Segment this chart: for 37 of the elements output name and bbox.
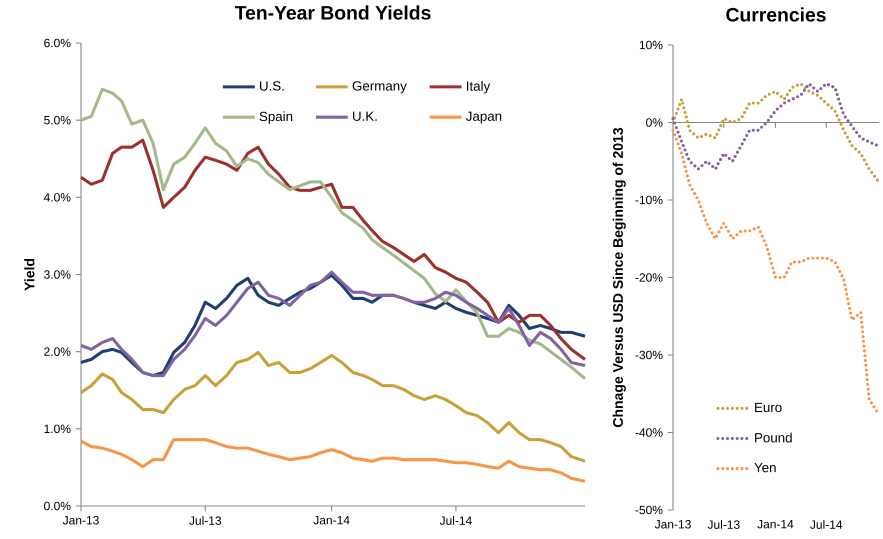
y-tick-label: 5.0% bbox=[44, 116, 71, 124]
legend-label: Germany bbox=[352, 81, 407, 94]
x-tick-label: Jan-14 bbox=[313, 516, 350, 524]
x-tick-label: Jul-13 bbox=[708, 520, 740, 529]
y-tick-label: 2.0% bbox=[44, 347, 71, 356]
y-tick-label: -10% bbox=[635, 196, 663, 204]
y-tick-label: -30% bbox=[635, 350, 663, 360]
x-tick-label: Jan-13 bbox=[654, 520, 691, 529]
y-axis-title: Chnage Versus USD Since Beginning of 2013 bbox=[612, 128, 626, 428]
y-tick-label: 1.0% bbox=[44, 424, 71, 434]
legend-label: Japan bbox=[466, 112, 502, 124]
legend-label: Italy bbox=[466, 81, 490, 94]
x-tick-label: Jan-14 bbox=[757, 520, 794, 528]
y-tick-label: -40% bbox=[635, 428, 663, 437]
y-tick-label: -50% bbox=[635, 506, 663, 514]
y-tick-label: 0.0% bbox=[44, 502, 71, 510]
legend-label: Yen bbox=[754, 462, 776, 472]
y-tick-label: 6.0% bbox=[44, 38, 71, 48]
x-tick-label: Jan-13 bbox=[62, 516, 99, 525]
chart-title: Currencies bbox=[726, 7, 826, 22]
legend-label: U.K. bbox=[353, 112, 377, 121]
x-tick-label: Jul-14 bbox=[440, 516, 472, 525]
legend-label: Euro bbox=[755, 402, 782, 412]
y-tick-label: 4.0% bbox=[44, 193, 71, 202]
y-tick-label: 0% bbox=[646, 118, 663, 127]
x-tick-label: Jul-14 bbox=[810, 520, 842, 529]
legend-label: Spain bbox=[260, 111, 292, 124]
legend-label: Pound bbox=[755, 432, 792, 442]
x-tick-label: Jul-13 bbox=[189, 516, 222, 525]
chart-title: Ten-Year Bond Yields bbox=[234, 5, 431, 20]
line-series bbox=[79, 138, 587, 361]
y-tick-label: 10% bbox=[640, 40, 663, 50]
y-axis-title: Yield bbox=[24, 258, 34, 291]
legend-label: U.S. bbox=[260, 81, 284, 91]
line-series bbox=[79, 350, 587, 463]
y-tick-label: 3.0% bbox=[44, 270, 71, 279]
y-tick-label: -20% bbox=[635, 273, 663, 282]
